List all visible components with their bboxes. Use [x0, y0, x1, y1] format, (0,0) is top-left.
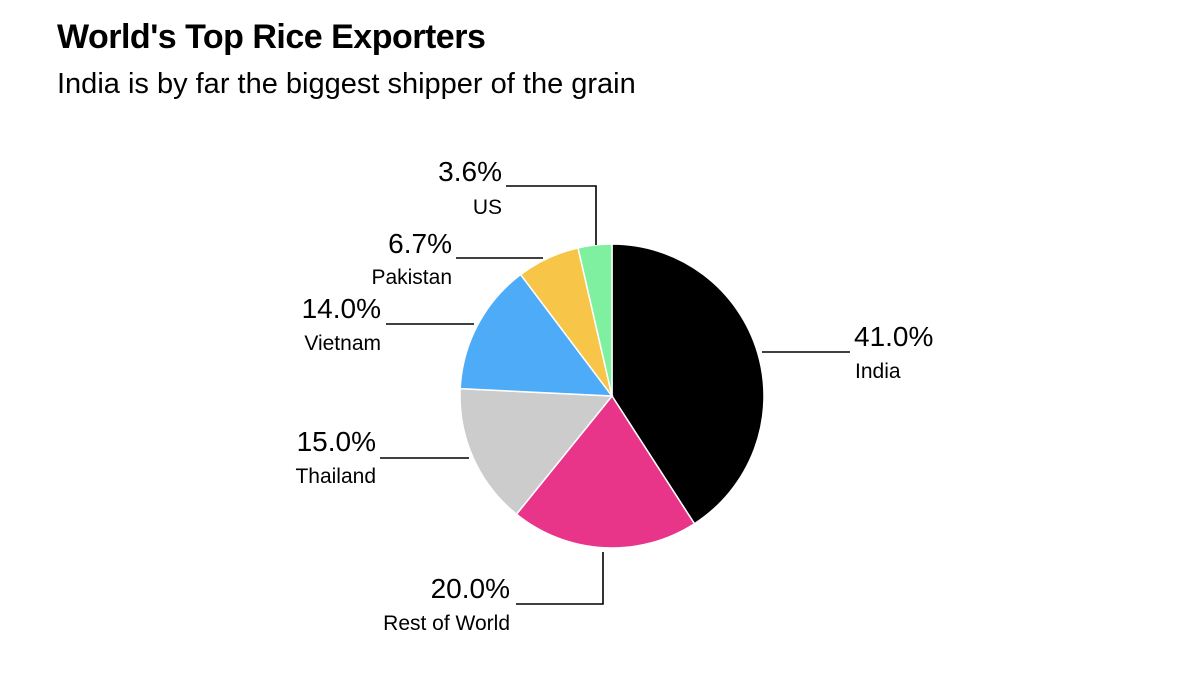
data-label-us: 3.6% — [438, 156, 502, 187]
data-label-pakistan: 6.7% — [388, 228, 452, 259]
leader-line-us — [506, 185, 597, 245]
pie-slice-thailand — [459, 387, 614, 516]
category-label-vietnam: Vietnam — [304, 332, 381, 355]
leader-line-rest-of-world — [516, 552, 604, 605]
chart-subtitle: India is by far the biggest shipper of t… — [57, 68, 636, 100]
category-label-thailand: Thailand — [295, 465, 376, 488]
category-label-us: US — [473, 196, 502, 219]
pie-slice-rest-of-world — [515, 394, 696, 549]
category-label-pakistan: Pakistan — [371, 266, 452, 289]
data-label-india: 41.0% — [854, 321, 933, 352]
data-label-thailand: 15.0% — [297, 426, 376, 457]
pie-slices — [459, 243, 765, 549]
data-label-vietnam: 14.0% — [302, 293, 381, 324]
pie-slice-us — [577, 243, 613, 397]
category-label-rest-of-world: Rest of World — [383, 612, 510, 635]
category-label-india: India — [855, 360, 901, 383]
chart-title: World's Top Rice Exporters — [57, 18, 486, 56]
pie-slice-vietnam — [459, 273, 614, 397]
slice-labels: 41.0% India 20.0% Rest of World 15.0% Thailan… — [295, 156, 933, 635]
data-label-rest-of-world: 20.0% — [431, 573, 510, 604]
